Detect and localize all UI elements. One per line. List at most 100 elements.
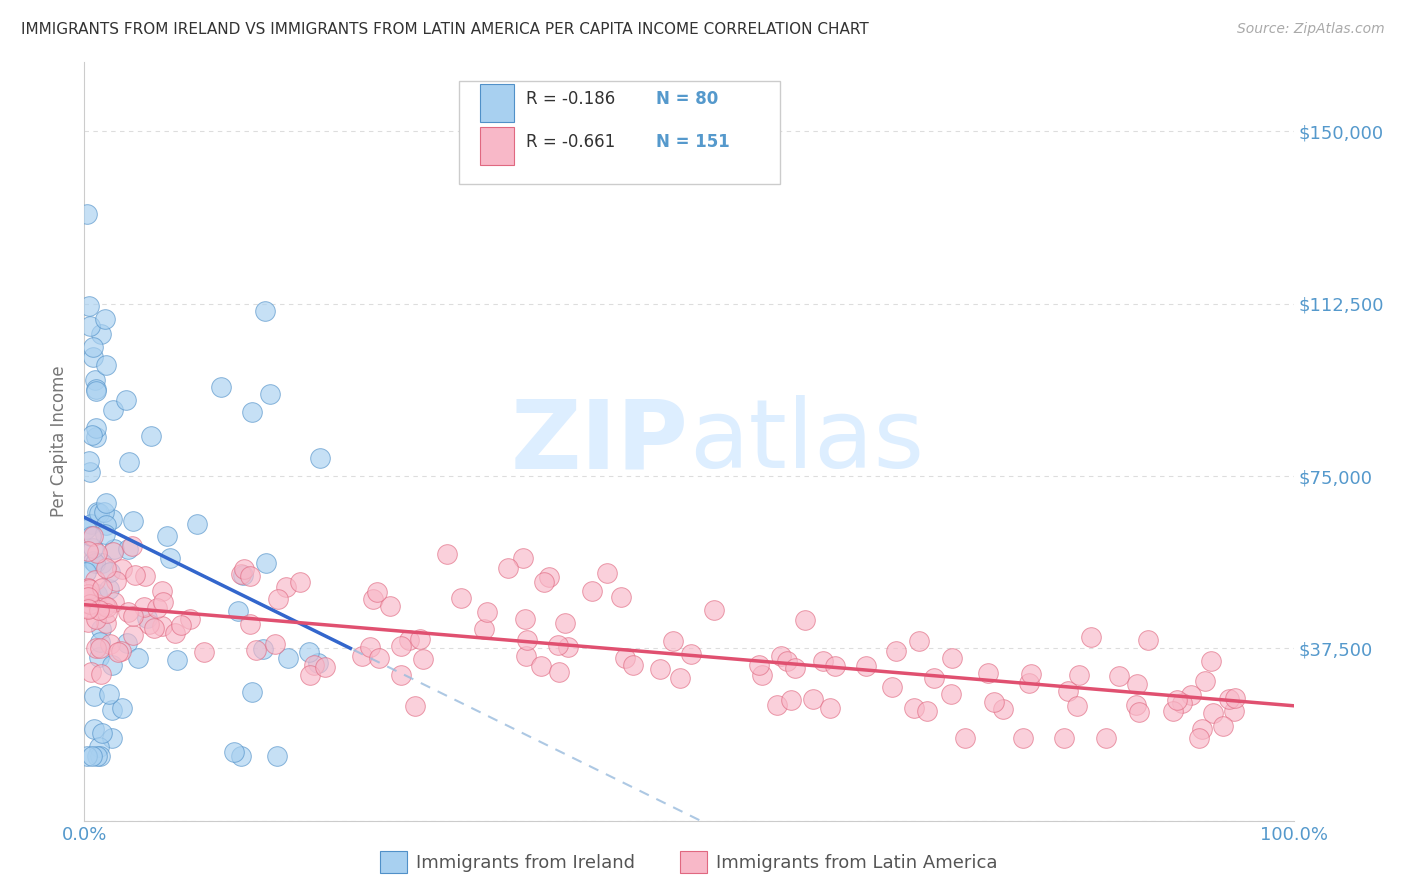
Point [82,554,104,568]
Point [793,613,815,627]
Point [516,633,538,648]
Point [785,661,807,675]
Point [538,569,561,583]
Point [232,568,254,582]
Point [136,610,159,624]
Point [1019,666,1042,681]
Point [277,650,299,665]
Point [89,749,111,764]
Point [231,749,253,764]
Point [245,643,267,657]
Point [450,591,472,606]
Point [79,597,101,611]
Point [84,640,107,655]
Point [1170,697,1192,711]
Point [266,749,288,764]
Point [77,586,100,600]
Point [77,590,100,604]
Point [240,405,263,419]
Point [118,455,141,469]
Point [107,645,129,659]
Point [515,612,537,626]
Point [884,643,907,657]
Point [1126,677,1149,691]
Point [288,575,311,590]
Point [231,566,253,581]
Point [614,650,637,665]
Point [142,621,165,635]
Point [94,518,117,533]
Point [818,701,841,715]
Point [1212,719,1234,733]
Point [79,582,101,597]
Point [903,701,925,715]
Point [1225,691,1247,706]
Point [82,350,104,364]
Point [472,622,495,636]
Point [121,628,143,642]
Point [259,386,281,401]
Point [117,542,139,557]
Point [90,667,112,681]
Point [1199,654,1222,668]
Point [769,649,792,664]
Point [389,639,412,653]
Point [1161,704,1184,718]
Point [96,606,118,620]
Point [1194,674,1216,689]
Point [882,680,904,694]
Point [152,594,174,608]
Point [1080,630,1102,644]
Point [77,615,100,630]
Point [609,591,631,605]
Point [801,692,824,706]
Point [1125,698,1147,713]
Text: ZIP: ZIP [510,395,689,488]
Point [264,637,287,651]
Text: R = -0.661: R = -0.661 [526,133,614,151]
Point [82,541,104,556]
Point [93,599,115,613]
Point [1066,699,1088,714]
Point [533,574,555,589]
Point [165,626,187,640]
Point [412,652,434,666]
Point [253,303,276,318]
Point [90,556,112,570]
Point [82,339,104,353]
Point [86,546,108,560]
Point [557,640,579,654]
Point [1180,688,1202,702]
Point [86,430,108,444]
Point [111,562,134,576]
Point [1056,684,1078,698]
Text: Source: ZipAtlas.com: Source: ZipAtlas.com [1237,22,1385,37]
Point [84,556,107,570]
Point [307,656,329,670]
Point [150,584,173,599]
Point [309,451,332,466]
Point [941,687,963,701]
Point [101,657,124,672]
Point [1218,692,1240,706]
Point [77,581,100,595]
Point [302,658,325,673]
Point [86,505,108,519]
Point [94,311,117,326]
Point [97,582,120,596]
Point [404,699,426,714]
Point [193,645,215,659]
Point [93,505,115,519]
Point [915,704,938,718]
Point [82,529,104,543]
Point [79,318,101,333]
Point [274,580,297,594]
Point [378,599,401,614]
Point [96,616,118,631]
Point [83,689,105,703]
Point [111,701,134,715]
Point [124,568,146,582]
Y-axis label: Per Capita Income: Per Capita Income [51,366,69,517]
Point [90,326,112,341]
Point [86,587,108,601]
